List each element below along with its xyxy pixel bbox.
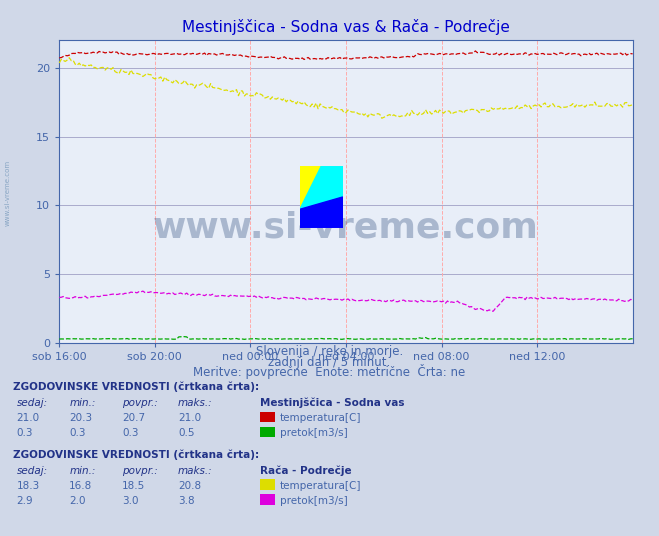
Text: pretok[m3/s]: pretok[m3/s] [280, 428, 348, 438]
Polygon shape [300, 166, 322, 209]
Text: 16.8: 16.8 [69, 481, 92, 491]
Text: 18.5: 18.5 [122, 481, 145, 491]
Text: sedaj:: sedaj: [16, 398, 47, 408]
Text: www.si-vreme.com: www.si-vreme.com [153, 211, 539, 245]
Text: ZGODOVINSKE VREDNOSTI (črtkana črta):: ZGODOVINSKE VREDNOSTI (črtkana črta): [13, 449, 259, 460]
Text: temperatura[C]: temperatura[C] [280, 481, 362, 491]
Text: Meritve: povprečne  Enote: metrične  Črta: ne: Meritve: povprečne Enote: metrične Črta:… [193, 364, 466, 379]
Text: Rača - Podrečje: Rača - Podrečje [260, 465, 352, 476]
Text: 0.3: 0.3 [122, 428, 138, 438]
Text: maks.:: maks.: [178, 398, 213, 408]
Text: 20.3: 20.3 [69, 413, 92, 423]
Text: Slovenija / reke in morje.: Slovenija / reke in morje. [256, 345, 403, 358]
Text: pretok[m3/s]: pretok[m3/s] [280, 496, 348, 506]
Text: povpr.:: povpr.: [122, 398, 158, 408]
Text: temperatura[C]: temperatura[C] [280, 413, 362, 423]
Text: sedaj:: sedaj: [16, 466, 47, 476]
Text: Mestinjščica - Sodna vas: Mestinjščica - Sodna vas [260, 398, 405, 408]
Text: 0.3: 0.3 [69, 428, 86, 438]
Text: povpr.:: povpr.: [122, 466, 158, 476]
Text: min.:: min.: [69, 466, 96, 476]
Text: 20.8: 20.8 [178, 481, 201, 491]
Title: Mestinjščica - Sodna vas & Rača - Podrečje: Mestinjščica - Sodna vas & Rača - Podreč… [182, 19, 510, 35]
Polygon shape [300, 166, 343, 209]
Text: zadnji dan / 5 minut.: zadnji dan / 5 minut. [268, 355, 391, 369]
Text: 18.3: 18.3 [16, 481, 40, 491]
Text: 0.3: 0.3 [16, 428, 33, 438]
Text: 0.5: 0.5 [178, 428, 194, 438]
Text: www.si-vreme.com: www.si-vreme.com [5, 160, 11, 226]
Text: 21.0: 21.0 [178, 413, 201, 423]
Text: maks.:: maks.: [178, 466, 213, 476]
Text: min.:: min.: [69, 398, 96, 408]
Text: 3.0: 3.0 [122, 496, 138, 506]
Text: 2.9: 2.9 [16, 496, 33, 506]
Text: ZGODOVINSKE VREDNOSTI (črtkana črta):: ZGODOVINSKE VREDNOSTI (črtkana črta): [13, 382, 259, 392]
Text: 2.0: 2.0 [69, 496, 86, 506]
Polygon shape [300, 197, 343, 228]
Text: 20.7: 20.7 [122, 413, 145, 423]
Text: 3.8: 3.8 [178, 496, 194, 506]
Text: 21.0: 21.0 [16, 413, 40, 423]
